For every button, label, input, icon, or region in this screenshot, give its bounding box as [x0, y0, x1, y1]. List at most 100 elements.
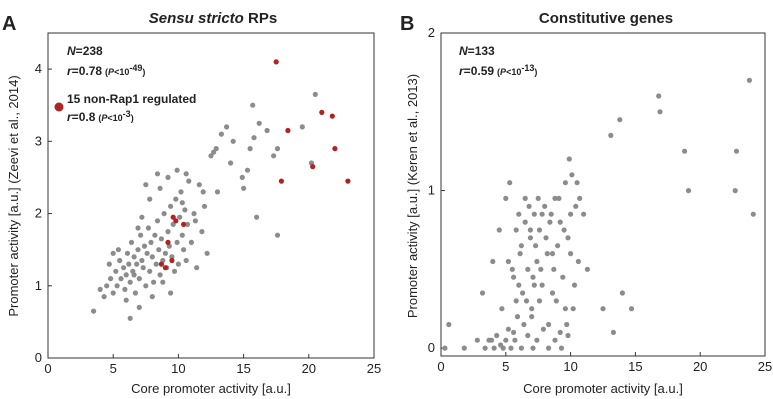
panel-b-main-point [474, 337, 480, 343]
panel-b-main-point [516, 282, 522, 288]
panel-a-x-tick-label: 0 [44, 361, 51, 376]
panel-a: A Sensu stricto RPs 0 5 10 15 20 25 0 1 2 3 4 Core… [2, 10, 381, 396]
panel-b-main-point [518, 243, 525, 249]
panel-a-main-point [177, 214, 183, 220]
panel-a-main-point [179, 200, 185, 206]
panel-a-highlight-point [310, 164, 316, 170]
panel-b-main-point [568, 211, 574, 217]
panel-b-main-point [536, 227, 543, 233]
panel-b-main-point [525, 266, 531, 272]
panel-b-main-point [568, 251, 574, 257]
panel-a-subset-r-stat: r=0.8 (P<10-3) [67, 109, 134, 124]
panel-a-title: Sensu stricto RPs [149, 10, 277, 27]
panel-a-main-point [143, 283, 149, 289]
panel-b-main-point [526, 203, 532, 209]
panel-a-main-point [239, 174, 245, 180]
panel-a-highlight-point [181, 221, 187, 227]
panel-b-main-point [513, 227, 519, 233]
panel-a-main-point [101, 294, 107, 300]
panel-a-main-point [256, 120, 262, 126]
panel-b-main-point [530, 274, 536, 280]
panel-a-main-point [114, 283, 120, 289]
panel-a-main-point [126, 261, 132, 267]
panel-b-main-point [657, 109, 663, 115]
panel-a-main-point [230, 138, 236, 144]
panel-b-main-point [488, 337, 495, 343]
panel-b-main-point [750, 211, 756, 217]
panel-a-highlight-point [158, 261, 164, 267]
panel-a-main-point [183, 171, 189, 177]
panel-a-main-point [214, 189, 221, 195]
panel-b-main-point [546, 321, 552, 328]
panel-a-main-point [158, 236, 164, 242]
panel-a-main-point [224, 124, 230, 130]
panel-a-main-point [143, 182, 149, 188]
panel-b-main-point [562, 306, 569, 312]
panel-a-main-point [169, 254, 175, 260]
panel-b-main-point [682, 148, 688, 154]
panel-a-highlight-point [273, 59, 279, 65]
panel-a-highlight-point [173, 218, 179, 224]
panel-b-main-point [557, 219, 563, 225]
panel-a-main-point [211, 149, 217, 155]
panel-a-main-point [244, 167, 251, 173]
panel-a-main-point [110, 290, 116, 296]
panel-b-x-tick-label: 20 [693, 359, 707, 374]
panel-a-main-point [97, 286, 103, 292]
panel-b-main-point [510, 274, 517, 280]
panel-a-main-point [201, 203, 208, 209]
panel-a-main-point [104, 283, 110, 289]
panel-b-main-point [617, 117, 623, 123]
panel-b-y-tick-label: 2 [428, 25, 435, 40]
panel-b-main-point [561, 227, 567, 233]
panel-b-main-point [522, 195, 528, 201]
panel-a-main-point [179, 232, 185, 238]
panel-a-main-point [264, 127, 270, 134]
panel-a-main-point [135, 225, 141, 231]
panel-a-main-point [113, 268, 119, 274]
panel-b-main-point [534, 337, 540, 343]
panel-b-main-point [610, 329, 617, 335]
panel-a-main-point [183, 257, 189, 264]
panel-b-main-point [544, 251, 550, 257]
panel-a-main-point [108, 276, 114, 282]
panel-a-main-point [218, 131, 224, 137]
panel-b-x-tick-label: 0 [437, 359, 444, 374]
panel-a-main-point [165, 229, 171, 235]
panel-a-highlight-point [329, 113, 335, 119]
panel-b-main-point [539, 282, 545, 288]
panel-b-main-point [536, 298, 543, 304]
panel-b-main-point [551, 266, 557, 272]
panel-a-main-point [106, 261, 112, 267]
panel-a-main-point [178, 189, 184, 195]
panel-b-main-point [538, 266, 544, 272]
panel-b-main-point [581, 211, 587, 217]
panel-b-plot-frame [440, 32, 766, 357]
panel-a-main-point [161, 211, 167, 217]
panel-a-points [91, 59, 351, 321]
panel-a-main-point [168, 203, 174, 209]
panel-b-main-point [490, 258, 496, 265]
panel-a-highlight-point [345, 178, 351, 184]
panel-b-main-point [531, 282, 537, 288]
panel-b-main-point [525, 332, 531, 339]
panel-a-main-point [182, 207, 188, 213]
panel-b-main-point [503, 337, 509, 343]
panel-b: B Constitutive genes 0 5 10 15 20 25 0 1 2 Core … [400, 10, 772, 396]
panel-a-main-point [128, 239, 135, 245]
panel-b-main-point [505, 326, 511, 332]
panel-a-y-tick-label: 2 [35, 206, 42, 221]
panel-a-main-point [186, 178, 192, 184]
panel-a-main-point [152, 232, 158, 238]
panel-a-y-tick-label: 4 [35, 61, 42, 76]
panel-a-main-point [115, 247, 121, 253]
panel-a-main-point [192, 218, 198, 224]
panel-b-y-axis-label: Promoter activity [a.u.] (Keren et al., … [405, 74, 420, 318]
panel-a-x-tick-label: 10 [171, 361, 185, 376]
panel-b-main-point [531, 211, 537, 217]
panel-b-main-point [552, 337, 558, 343]
panel-b-main-point [529, 314, 535, 320]
panel-a-main-point [162, 250, 168, 256]
panel-a-x-tick-label: 20 [302, 361, 316, 376]
panel-b-main-point [565, 235, 571, 241]
